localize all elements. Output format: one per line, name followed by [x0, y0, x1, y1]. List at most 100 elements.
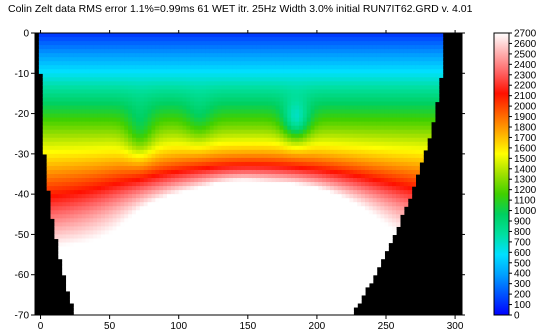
heatmap-cell — [271, 278, 277, 284]
heatmap-cell — [178, 178, 184, 183]
heatmap-cell — [124, 93, 129, 99]
heatmap-cell — [264, 165, 269, 171]
heatmap-cell — [298, 121, 304, 127]
heatmap-cell — [182, 81, 187, 86]
heatmap-cell — [159, 33, 164, 38]
heatmap-cell — [190, 258, 195, 264]
heatmap-cell — [170, 218, 176, 223]
heatmap-cell — [275, 69, 281, 74]
heatmap-cell — [298, 222, 304, 227]
heatmap-cell — [139, 137, 145, 143]
heatmap-cell — [209, 286, 215, 292]
heatmap-cell — [236, 141, 242, 147]
heatmap-cell — [236, 33, 242, 38]
heatmap-cell — [236, 182, 242, 187]
heatmap-cell — [69, 186, 75, 191]
heatmap-cell — [198, 149, 203, 155]
heatmap-cell — [128, 113, 133, 119]
heatmap-cell — [209, 238, 215, 244]
heatmap-cell — [190, 61, 195, 66]
heatmap-cell — [100, 174, 106, 179]
heatmap-cell — [306, 169, 312, 175]
heatmap-cell — [240, 250, 246, 256]
heatmap-cell — [213, 290, 219, 296]
heatmap-cell — [97, 174, 102, 179]
heatmap-cell — [209, 37, 215, 42]
heatmap-cell — [287, 290, 292, 296]
heatmap-cell — [174, 49, 180, 54]
heatmap-cell — [264, 125, 269, 131]
heatmap-cell — [252, 306, 257, 312]
heatmap-cell — [69, 137, 75, 143]
heatmap-cell — [128, 226, 133, 231]
heatmap-cell — [271, 69, 277, 74]
heatmap-cell — [194, 33, 199, 38]
heatmap-cell — [93, 238, 98, 244]
heatmap-cell — [163, 306, 168, 312]
heatmap-cell — [260, 190, 265, 195]
heatmap-cell — [291, 198, 296, 203]
heatmap-cell — [256, 49, 261, 54]
heatmap-cell — [182, 49, 187, 54]
heatmap-cell — [267, 117, 273, 123]
heatmap-cell — [314, 202, 319, 207]
heatmap-cell — [198, 129, 203, 135]
heatmap-cell — [46, 117, 52, 123]
heatmap-cell — [77, 165, 83, 171]
heatmap-cell — [322, 65, 327, 70]
heatmap-cell — [291, 214, 296, 219]
heatmap-cell — [178, 222, 184, 227]
heatmap-cell — [236, 153, 242, 159]
heatmap-cell — [229, 274, 234, 280]
heatmap-cell — [314, 210, 319, 215]
heatmap-cell — [209, 73, 215, 78]
heatmap-cell — [120, 298, 125, 304]
heatmap-cell — [62, 194, 67, 199]
heatmap-cell — [54, 145, 59, 151]
heatmap-cell — [170, 178, 176, 183]
heatmap-cell — [232, 246, 238, 252]
heatmap-cell — [151, 41, 156, 46]
heatmap-cell — [217, 161, 222, 167]
heatmap-cell — [283, 278, 288, 284]
heatmap-cell — [81, 101, 87, 107]
heatmap-cell — [275, 230, 281, 236]
heatmap-cell — [182, 125, 187, 131]
heatmap-cell — [213, 49, 219, 54]
heatmap-cell — [221, 278, 226, 284]
heatmap-cell — [155, 37, 160, 42]
heatmap-cell — [116, 153, 121, 159]
heatmap-cell — [50, 61, 56, 66]
heatmap-cell — [116, 65, 121, 70]
heatmap-cell — [163, 73, 168, 78]
heatmap-cell — [229, 101, 234, 107]
heatmap-cell — [147, 230, 153, 236]
heatmap-cell — [201, 218, 207, 223]
heatmap-cell — [205, 109, 211, 115]
heatmap-cell — [295, 105, 300, 111]
heatmap-cell — [46, 182, 52, 187]
heatmap-cell — [89, 61, 94, 66]
heatmap-cell — [267, 310, 273, 315]
heatmap-cell — [291, 246, 296, 252]
heatmap-cell — [66, 145, 71, 151]
heatmap-cell — [186, 266, 191, 272]
heatmap-cell — [155, 294, 160, 300]
heatmap-cell — [213, 161, 219, 167]
heatmap-cell — [166, 73, 172, 78]
heatmap-cell — [50, 153, 56, 159]
heatmap-cell — [163, 57, 168, 62]
heatmap-cell — [69, 165, 75, 171]
heatmap-cell — [170, 105, 176, 111]
heatmap-cell — [256, 37, 261, 42]
heatmap-cell — [163, 178, 168, 183]
heatmap-cell — [275, 141, 281, 147]
heatmap-cell — [252, 218, 257, 223]
heatmap-cell — [198, 290, 203, 296]
heatmap-cell — [124, 282, 129, 288]
heatmap-cell — [306, 194, 312, 199]
heatmap-cell — [267, 186, 273, 191]
heatmap-cell — [186, 33, 191, 38]
heatmap-cell — [50, 174, 56, 179]
heatmap-cell — [225, 298, 230, 304]
